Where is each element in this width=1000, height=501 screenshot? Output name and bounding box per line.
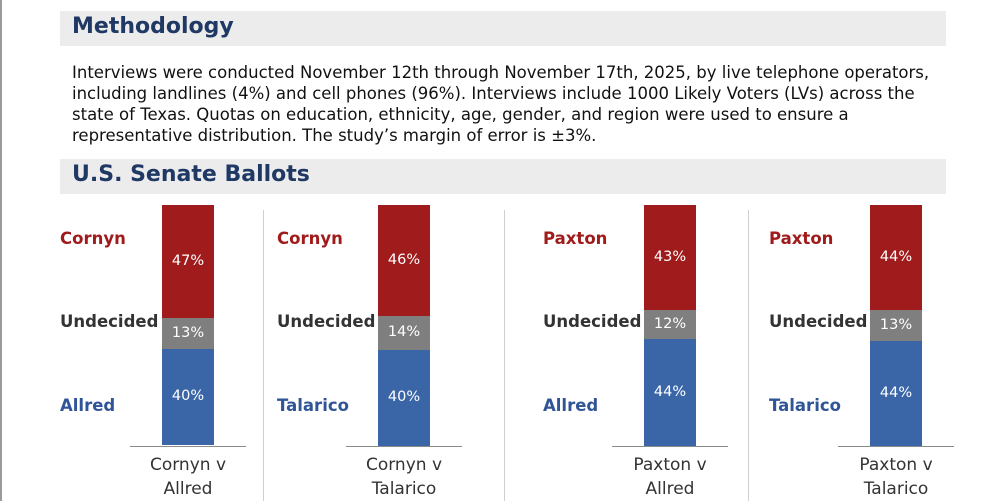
- methodology-line: state of Texas. Quotas on education, eth…: [72, 105, 849, 124]
- bar-segment-talarico: [378, 350, 430, 446]
- senate-ballots-header: U.S. Senate Ballots: [60, 159, 946, 194]
- series-label-allred: Allred: [543, 396, 599, 415]
- series-label-cornyn: Cornyn: [60, 229, 126, 248]
- data-label: 40%: [171, 388, 205, 404]
- bar-segment-talarico: [870, 341, 922, 446]
- series-label-paxton: Paxton: [543, 229, 608, 248]
- methodology-line: representative distribution. The study’s…: [72, 126, 597, 145]
- x-axis-baseline: [612, 446, 728, 447]
- data-label: 44%: [879, 248, 913, 265]
- x-axis-baseline: [346, 446, 462, 447]
- bar-segment-undecided: [870, 310, 922, 341]
- data-label: 43%: [653, 248, 687, 265]
- series-label-talarico: Talarico: [769, 396, 841, 415]
- series-label-talarico: Talarico: [277, 396, 349, 415]
- data-label: 13%: [171, 324, 205, 341]
- data-label: 44%: [879, 384, 913, 401]
- x-category-line: Paxton v: [859, 455, 933, 475]
- x-category-line: Allred: [645, 479, 695, 499]
- methodology-title: Methodology: [72, 14, 234, 39]
- page-left-border: [0, 0, 2, 501]
- x-category-label: Paxton v Talarico: [826, 453, 966, 501]
- data-label: 12%: [653, 315, 687, 332]
- data-label: 46%: [387, 251, 421, 268]
- series-label-allred: Allred: [60, 396, 116, 415]
- data-label: 40%: [387, 389, 421, 405]
- series-label-cornyn: Cornyn: [277, 229, 343, 248]
- x-category-label: Cornyn v Allred: [118, 453, 258, 501]
- x-category-line: Cornyn v: [365, 455, 443, 475]
- panel-divider: [263, 210, 264, 501]
- bar-segment-paxton: [870, 205, 922, 310]
- x-category-line: Allred: [163, 479, 213, 499]
- series-label-undecided: Undecided: [277, 312, 376, 331]
- x-category-line: Talarico: [863, 479, 929, 499]
- series-label-undecided: Undecided: [543, 312, 642, 331]
- bar-segment-undecided: [162, 318, 214, 349]
- methodology-line: Interviews were conducted November 12th …: [72, 63, 930, 82]
- bar-segment-cornyn: [162, 205, 214, 318]
- bar-segment-undecided: [378, 316, 430, 350]
- series-label-undecided: Undecided: [769, 312, 868, 331]
- x-category-line: Talarico: [371, 479, 437, 499]
- panel-divider: [748, 210, 749, 501]
- x-axis-baseline: [130, 446, 246, 447]
- data-label: 44%: [653, 383, 687, 400]
- x-axis-baseline: [838, 446, 954, 447]
- data-label: 47%: [171, 252, 205, 269]
- data-label: 14%: [387, 324, 421, 340]
- data-label: 13%: [879, 316, 913, 333]
- x-category-line: Cornyn v: [149, 455, 227, 475]
- x-category-line: Paxton v: [633, 455, 707, 475]
- series-label-undecided: Undecided: [60, 312, 159, 331]
- senate-ballots-title: U.S. Senate Ballots: [72, 162, 310, 187]
- panel-divider: [504, 210, 505, 501]
- bar-segment-cornyn: [378, 205, 430, 316]
- methodology-text: Interviews were conducted November 12th …: [72, 62, 942, 146]
- bar-segment-allred: [644, 339, 696, 446]
- x-category-label: Paxton v Allred: [600, 453, 740, 501]
- methodology-line: including landlines (4%) and cell phones…: [72, 84, 915, 103]
- series-label-paxton: Paxton: [769, 229, 834, 248]
- methodology-header: Methodology: [60, 11, 946, 46]
- bar-segment-allred: [162, 349, 214, 445]
- bar-segment-undecided: [644, 310, 696, 339]
- x-category-label: Cornyn v Talarico: [334, 453, 474, 501]
- bar-segment-paxton: [644, 205, 696, 310]
